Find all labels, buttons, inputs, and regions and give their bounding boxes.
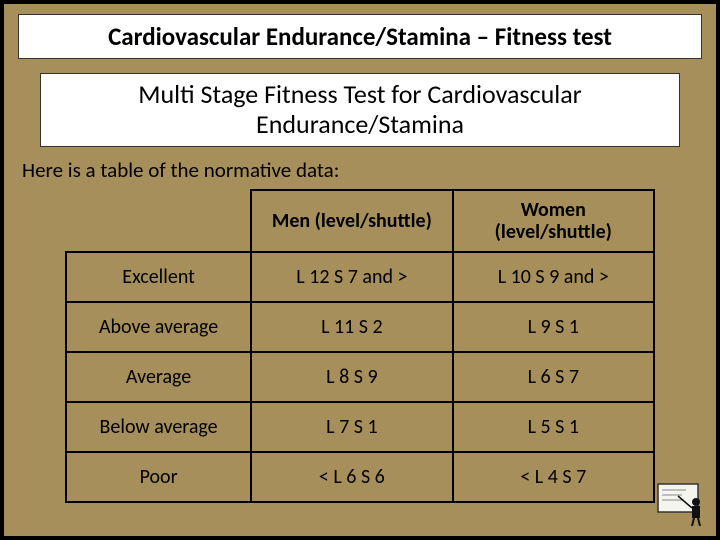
table-header-men: Men (level/shuttle) (251, 190, 452, 252)
row-label: Poor (66, 452, 251, 502)
page-title: Cardiovascular Endurance/Stamina – Fitne… (18, 14, 702, 59)
cell-men: L 7 S 1 (251, 402, 452, 452)
table-row: Below average L 7 S 1 L 5 S 1 (66, 402, 654, 452)
cell-men: < L 6 S 6 (251, 452, 452, 502)
cell-men: L 12 S 7 and > (251, 252, 452, 302)
row-label: Excellent (66, 252, 251, 302)
table-row: Excellent L 12 S 7 and > L 10 S 9 and > (66, 252, 654, 302)
table-row: Poor < L 6 S 6 < L 4 S 7 (66, 452, 654, 502)
normative-data-table: Men (level/shuttle) Women (level/shuttle… (65, 189, 655, 503)
cell-men: L 11 S 2 (251, 302, 452, 352)
page-subtitle: Multi Stage Fitness Test for Cardiovascu… (40, 73, 680, 147)
table-row: Above average L 11 S 2 L 9 S 1 (66, 302, 654, 352)
table-header-blank (66, 190, 251, 252)
row-label: Average (66, 352, 251, 402)
cell-women: L 10 S 9 and > (453, 252, 654, 302)
slide-frame: Cardiovascular Endurance/Stamina – Fitne… (0, 0, 720, 540)
table-row: Average L 8 S 9 L 6 S 7 (66, 352, 654, 402)
row-label: Above average (66, 302, 251, 352)
cell-women: L 6 S 7 (453, 352, 654, 402)
teacher-icon (656, 482, 706, 528)
cell-women: < L 4 S 7 (453, 452, 654, 502)
table-header-row: Men (level/shuttle) Women (level/shuttle… (66, 190, 654, 252)
row-label: Below average (66, 402, 251, 452)
cell-women: L 9 S 1 (453, 302, 654, 352)
cell-women: L 5 S 1 (453, 402, 654, 452)
intro-text: Here is a table of the normative data: (22, 157, 702, 183)
table-header-women: Women (level/shuttle) (453, 190, 654, 252)
cell-men: L 8 S 9 (251, 352, 452, 402)
